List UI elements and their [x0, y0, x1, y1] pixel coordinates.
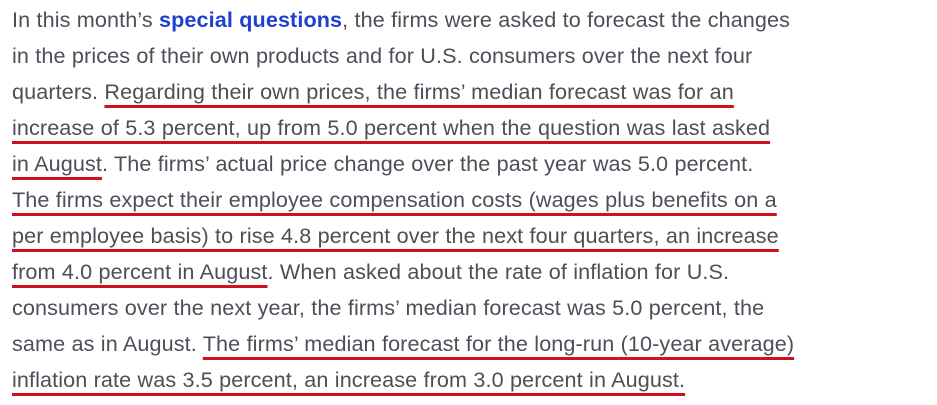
text-line-5: in August. The firms’ actual price chang… [12, 146, 927, 182]
text-line-2: in the prices of their own products and … [12, 38, 927, 74]
text-line-3: quarters. Regarding their own prices, th… [12, 74, 927, 110]
line-text: . The firms’ actual price change over th… [101, 151, 754, 176]
text-line-7: per employee basis) to rise 4.8 percent … [12, 218, 927, 254]
line-text: same as in August. [12, 331, 203, 356]
highlighted-long-run-sentence: The firms’ median forecast for the long-… [202, 331, 795, 356]
highlighted-compensation-sentence: The firms expect their employee compensa… [12, 187, 777, 212]
highlighted-compensation-sentence: per employee basis) to rise 4.8 percent … [12, 223, 779, 248]
highlighted-compensation-sentence: from 4.0 percent in August [12, 259, 268, 284]
text-line-11: inflation rate was 3.5 percent, an incre… [12, 362, 927, 398]
text-line-8: from 4.0 percent in August. When asked a… [12, 254, 927, 290]
line-text: In this month’s [12, 7, 160, 32]
text-line-6: The firms expect their employee compensa… [12, 182, 927, 218]
highlighted-own-prices-sentence: in August [12, 151, 102, 176]
highlighted-own-prices-sentence: Regarding their own prices, the firms’ m… [104, 79, 734, 104]
line-text: quarters. [12, 79, 105, 104]
text-line-10: same as in August. The firms’ median for… [12, 326, 927, 362]
line-text: in the prices of their own products and … [12, 43, 753, 68]
text-line-1: In this month’s special questions, the f… [12, 2, 927, 38]
forecast-paragraph: In this month’s special questions, the f… [12, 2, 927, 398]
text-line-4: increase of 5.3 percent, up from 5.0 per… [12, 110, 927, 146]
line-text: . When asked about the rate of inflation… [267, 259, 730, 284]
line-text: , the firms were asked to forecast the c… [342, 7, 791, 32]
highlighted-long-run-sentence: inflation rate was 3.5 percent, an incre… [12, 367, 686, 392]
text-line-9: consumers over the next year, the firms’… [12, 290, 927, 326]
special-questions-link[interactable]: special questions [159, 7, 343, 32]
highlighted-own-prices-sentence: increase of 5.3 percent, up from 5.0 per… [12, 115, 771, 140]
line-text: consumers over the next year, the firms’… [12, 295, 765, 320]
